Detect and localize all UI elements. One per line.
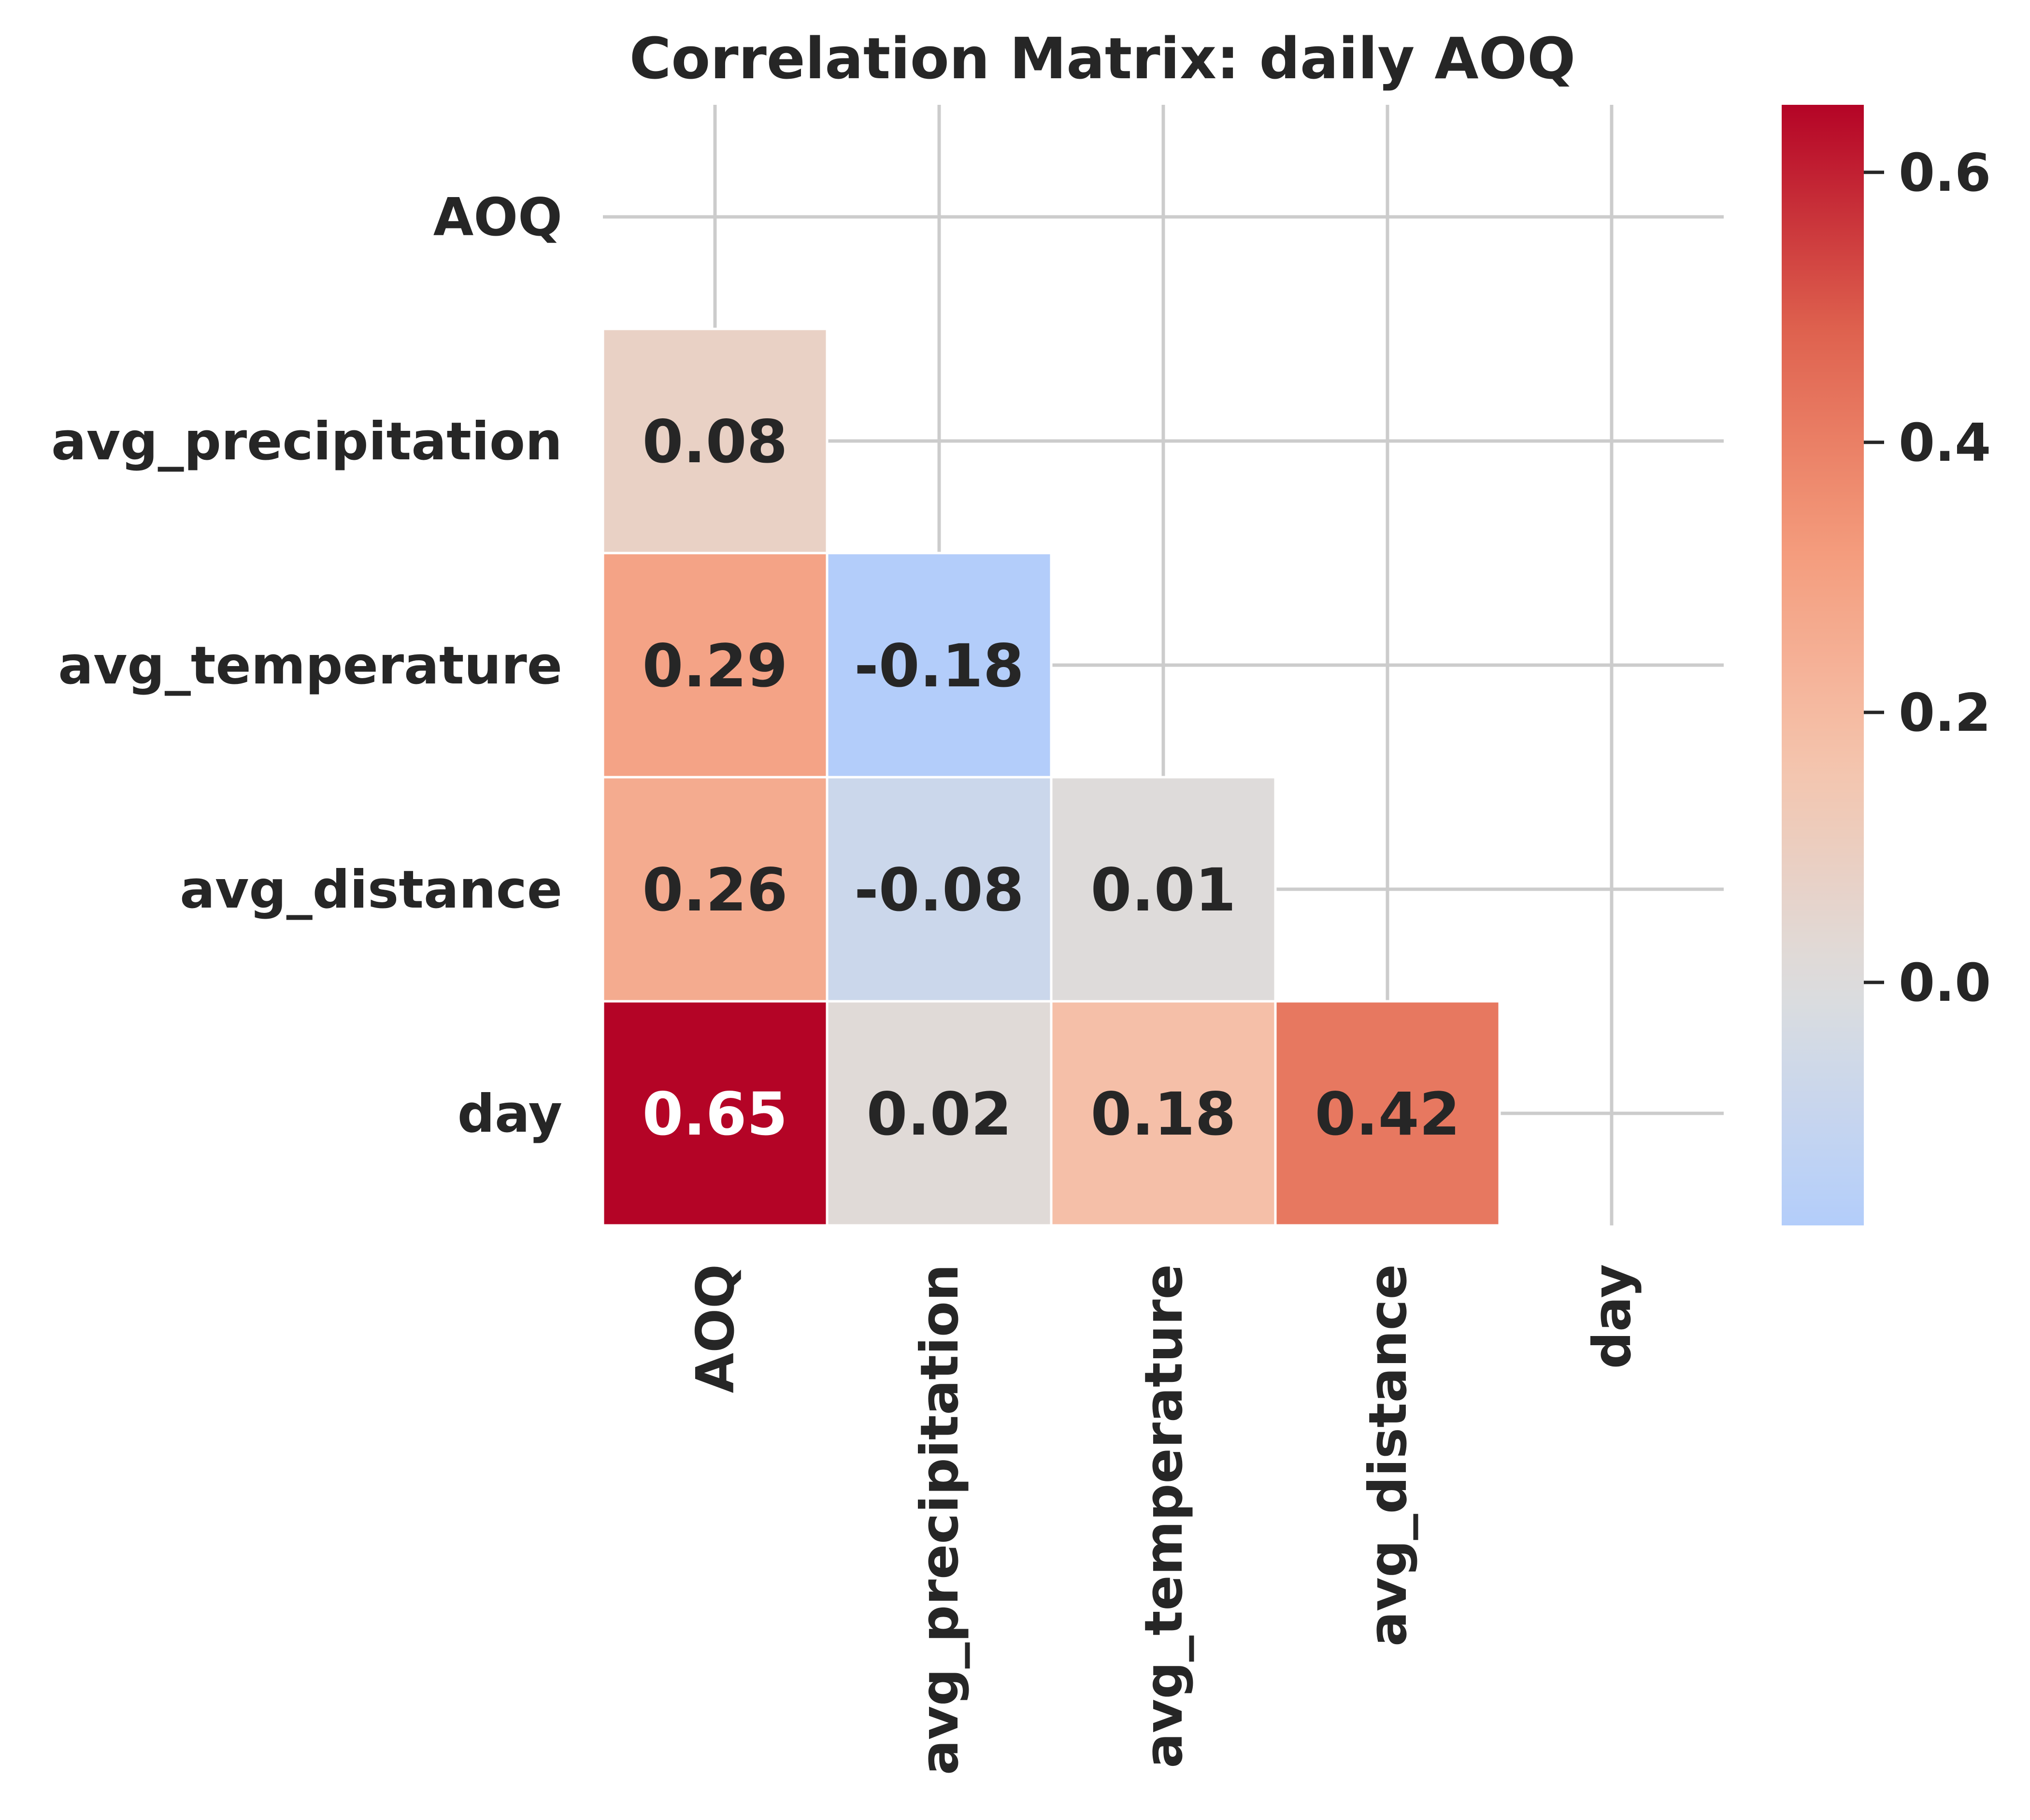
cell-value-label: -0.18 xyxy=(854,632,1024,700)
chart-title: Correlation Matrix: daily AOQ xyxy=(629,25,1576,92)
cell-value-label: 0.29 xyxy=(642,632,787,700)
colorbar-ticks: 0.0 0.2 0.4 0.6 xyxy=(1864,143,1991,1013)
colorbar-tick-label: 0.4 xyxy=(1899,413,1991,473)
y-axis-tick-labels: AOQ avg_precipitation avg_temperature avg_d… xyxy=(51,187,562,1144)
cell-value-label: 0.18 xyxy=(1090,1080,1236,1149)
colorbar-tick-label: 0.0 xyxy=(1899,953,1991,1013)
heatmap-cell xyxy=(601,552,829,779)
y-tick-label: avg_precipitation xyxy=(51,412,562,472)
x-tick-label: avg_distance xyxy=(1358,1264,1418,1647)
x-tick-label: AOQ xyxy=(686,1264,746,1393)
colorbar-tick-label: 0.2 xyxy=(1899,683,1991,743)
heatmap-cell xyxy=(826,776,1053,1003)
heatmap-cells: 0.08 0.29 -0.18 0.26 -0.08 0.01 0.65 0.02 0.18 0.… xyxy=(601,327,1501,1227)
cell-value-label: 0.02 xyxy=(866,1080,1012,1149)
cell-value-label: 0.08 xyxy=(642,408,787,476)
cell-value-label: 0.26 xyxy=(642,856,787,924)
cell-value-label: -0.08 xyxy=(854,856,1024,924)
heatmap-cell xyxy=(601,1000,829,1227)
y-tick-label: day xyxy=(457,1084,562,1144)
heatmap-cell xyxy=(601,776,829,1003)
cell-value-label: 0.65 xyxy=(642,1080,787,1149)
y-tick-label: avg_temperature xyxy=(58,636,562,696)
heatmap-cell xyxy=(1050,776,1277,1003)
heatmap-cell xyxy=(601,327,829,555)
x-axis-tick-labels: AOQ avg_precipitation avg_temperature avg_d… xyxy=(686,1264,1643,1775)
heatmap-cell xyxy=(1050,1000,1277,1227)
cell-value-label: 0.42 xyxy=(1315,1080,1460,1149)
y-tick-label: AOQ xyxy=(433,187,562,248)
heatmap-cell xyxy=(826,1000,1053,1227)
x-tick-label: avg_precipitation xyxy=(910,1264,970,1775)
colorbar-gradient xyxy=(1782,105,1864,1225)
x-tick-label: day xyxy=(1582,1264,1643,1369)
colorbar-tick-label: 0.6 xyxy=(1899,143,1991,203)
x-tick-label: avg_temperature xyxy=(1134,1264,1194,1768)
heatmap-cell xyxy=(1274,1000,1501,1227)
cell-value-label: 0.01 xyxy=(1090,856,1236,924)
y-tick-label: avg_distance xyxy=(180,860,562,920)
colorbar: 0.0 0.2 0.4 0.6 xyxy=(1782,105,1991,1225)
